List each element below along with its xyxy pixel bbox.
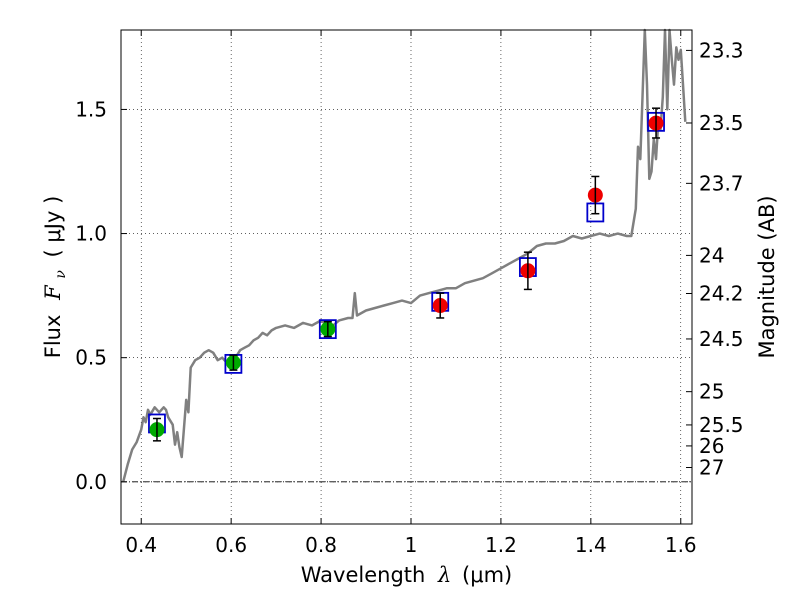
x-axis-label: Wavelength λ (μm) <box>301 563 512 587</box>
magnitude-tick-label: 23.5 <box>699 111 744 135</box>
axis-ticks: 0.4 0.6 0.8 1 1.2 1.4 1.6 0.0 0.5 1.0 1.5 23.3 23.5 2… <box>75 30 744 557</box>
x-tick-label: 0.4 <box>125 533 157 557</box>
magnitude-tick-label: 24.2 <box>699 281 744 305</box>
x-tick-label: 0.8 <box>305 533 337 557</box>
observed-photometry-series <box>149 107 664 442</box>
x-tick-label: 1.6 <box>665 533 697 557</box>
plot-frame <box>120 29 693 525</box>
x-tick-label: 0.6 <box>215 533 247 557</box>
magnitude-tick-label: 24.5 <box>699 327 744 351</box>
x-tick-label: 1.4 <box>575 533 607 557</box>
magnitude-tick-label: 27 <box>699 456 724 480</box>
magnitude-tick-label: 24 <box>699 243 724 267</box>
magnitude-tick-label: 26 <box>699 434 724 458</box>
y-axis-label: Flux F ν ( μJy ) <box>41 196 70 359</box>
magnitude-axis-label: Magnitude (AB) <box>755 195 779 358</box>
model-photometry-series <box>148 111 665 434</box>
magnitude-tick-label: 25.5 <box>699 413 744 437</box>
y-tick-label: 1.0 <box>75 222 107 246</box>
spectrum-series <box>121 28 687 483</box>
x-tick-label: 1 <box>405 533 418 557</box>
model-photometry-square <box>318 319 337 340</box>
spectrum-line <box>121 28 687 483</box>
magnitude-tick-label: 25 <box>699 380 724 404</box>
y-tick-label: 1.5 <box>75 97 107 121</box>
magnitude-tick-label: 23.3 <box>699 38 744 62</box>
grid <box>121 30 692 524</box>
y-tick-label: 0.0 <box>75 470 107 494</box>
x-tick-label: 1.2 <box>485 533 517 557</box>
magnitude-tick-label: 23.7 <box>699 171 744 195</box>
y-tick-label: 0.5 <box>75 346 107 370</box>
